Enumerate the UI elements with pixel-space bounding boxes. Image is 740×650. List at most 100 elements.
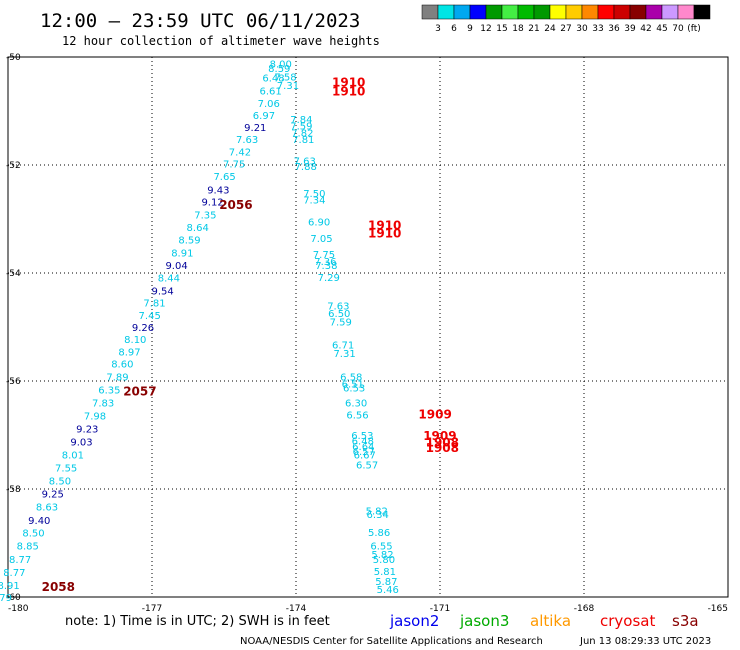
pass-time-label: 2057 xyxy=(123,385,156,399)
wave-height-value: 9.40 xyxy=(28,516,50,527)
colorbar-swatch xyxy=(581,4,599,20)
satellite-legend-altika: altika xyxy=(530,612,571,630)
colorbar-label: 18 xyxy=(512,24,524,34)
wave-height-value: 9.03 xyxy=(70,437,92,448)
wave-height-value: 6.53 xyxy=(351,431,373,442)
satellite-legend-jason2: jason2 xyxy=(389,612,439,630)
colorbar-swatch xyxy=(565,4,583,20)
wave-height-value: 5.86 xyxy=(368,528,390,539)
wave-height-value: 6.90 xyxy=(308,218,330,229)
wave-height-value: 7.63 xyxy=(327,301,349,312)
pass-time-labels: 1910191020561910191020571909190919081908… xyxy=(42,75,459,594)
wave-height-value: 6.48 xyxy=(262,74,284,85)
wave-height-value: 7.42 xyxy=(229,148,251,159)
wave-height-value: 6.35 xyxy=(98,386,120,397)
wave-height-value: 6.58 xyxy=(340,373,362,384)
wave-height-value: 9.04 xyxy=(165,261,187,272)
colorbar-label: 36 xyxy=(608,24,620,34)
wave-height-value: 6.53 xyxy=(343,383,365,394)
wave-height-value: 7.63 xyxy=(294,157,316,168)
wave-height-value: 8.44 xyxy=(158,273,180,284)
wave-height-value: 8.50 xyxy=(49,476,71,487)
colorbar-swatch xyxy=(693,4,711,20)
wave-height-value: 7.45 xyxy=(139,311,161,322)
colorbar-legend: 3 6 9 12 15 18 21 24 27 30 33 36 39 42 45 70 (ft) xyxy=(421,4,711,34)
colorbar-label: 39 xyxy=(624,24,636,34)
wave-height-value: 8.01 xyxy=(62,450,84,461)
satellite-legend: jason2 jason3 altika cryosat s3a xyxy=(389,612,699,630)
pass-time-label: 2056 xyxy=(219,198,252,212)
wave-height-value: 7.36 xyxy=(314,257,336,268)
wave-height-value: 9.25 xyxy=(42,489,64,500)
wave-height-value: 6.64 xyxy=(352,442,374,453)
wave-height-value: 6.56 xyxy=(346,410,368,421)
satellite-legend-s3a: s3a xyxy=(672,612,699,630)
wave-height-value: 8.10 xyxy=(124,335,146,346)
wave-height-value: 5.87 xyxy=(375,577,397,588)
wave-height-value: 7.81 xyxy=(143,299,165,310)
satellite-legend-jason3: jason3 xyxy=(459,612,509,630)
wave-height-value: 7.98 xyxy=(84,412,106,423)
colorbar-label: 9 xyxy=(467,24,473,34)
satellite-legend-cryosat: cryosat xyxy=(600,612,655,630)
wave-height-value: 7.75 xyxy=(223,159,245,170)
wave-height-value: 8.79 xyxy=(0,593,12,604)
colorbar-swatch xyxy=(549,4,567,20)
x-tick-label: -165 xyxy=(708,604,728,614)
wave-height-value: 7.75 xyxy=(313,250,335,261)
colorbar-label: 3 xyxy=(435,24,441,34)
colorbar-swatch xyxy=(597,4,615,20)
wave-height-value: 8.59 xyxy=(178,236,200,247)
wave-height-value: 9.21 xyxy=(244,123,266,134)
wave-height-value: 7.84 xyxy=(290,115,312,126)
y-tick-label: -54 xyxy=(6,269,21,279)
credit-text: NOAA/NESDIS Center for Satellite Applica… xyxy=(240,636,543,647)
colorbar-swatch xyxy=(453,4,471,20)
wave-height-value: 8.00 xyxy=(270,59,292,70)
colorbar-swatch xyxy=(517,4,535,20)
wave-height-value: 7.83 xyxy=(92,399,114,410)
pass-time-label: 1910 xyxy=(332,84,365,98)
wave-height-value: 7.59 xyxy=(330,318,352,329)
wave-height-value: 5.46 xyxy=(377,585,399,596)
pass-time-label: 1909 xyxy=(423,429,456,443)
x-tick-label: -171 xyxy=(430,604,450,614)
legend-note: note: 1) Time is in UTC; 2) SWH is in fe… xyxy=(65,614,330,629)
wave-height-value: 5.82 xyxy=(371,550,393,561)
wave-height-value: 7.59 xyxy=(290,122,312,133)
colorbar-label: 24 xyxy=(544,24,556,34)
pass-time-label: 1910 xyxy=(368,227,401,241)
wave-height-value: 8.97 xyxy=(118,347,140,358)
wave-height-value: 8.77 xyxy=(3,568,25,579)
wave-height-value: 8.59 xyxy=(268,64,290,75)
wave-height-value: 8.64 xyxy=(187,223,209,234)
wave-height-value: 7.82 xyxy=(291,129,313,140)
wave-height-value: 7.50 xyxy=(303,189,325,200)
y-tick-label: -58 xyxy=(6,485,21,495)
grid-lines xyxy=(8,57,728,597)
wave-height-value: 7.05 xyxy=(310,234,332,245)
wave-height-value: 5.81 xyxy=(374,567,396,578)
colorbar-swatch xyxy=(437,4,455,20)
wave-height-value: 6.57 xyxy=(356,461,378,472)
wave-height-value: 6.67 xyxy=(354,450,376,461)
pass-time-label: 1910 xyxy=(332,75,365,89)
colorbar-swatch xyxy=(661,4,679,20)
colorbar-swatch xyxy=(469,4,487,20)
pass-time-label: 1909 xyxy=(418,407,451,421)
x-tick-label: -180 xyxy=(8,604,29,614)
colorbar-label: 27 xyxy=(560,24,571,34)
wave-height-value: 6.61 xyxy=(260,86,282,97)
wave-height-value: 7.65 xyxy=(213,172,235,183)
wave-height-value: 7.06 xyxy=(258,99,280,110)
wave-height-value: 8.91 xyxy=(171,248,193,259)
wave-height-value: 8.63 xyxy=(36,502,58,513)
figure-title: 12:00 – 23:59 UTC 06/11/2023 xyxy=(40,10,360,32)
colorbar-swatch xyxy=(485,4,503,20)
pass-time-label: 1908 xyxy=(426,441,459,455)
y-tick-label: -56 xyxy=(6,377,21,387)
wave-height-value: 8.91 xyxy=(0,581,20,592)
wave-height-value: 7.88 xyxy=(295,162,317,173)
wave-height-value: 8.60 xyxy=(111,360,133,371)
